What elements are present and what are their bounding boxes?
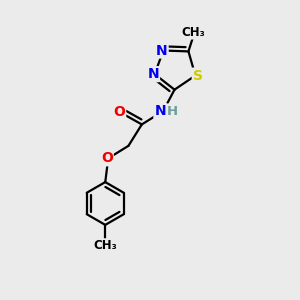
Text: N: N xyxy=(154,104,166,118)
Text: CH₃: CH₃ xyxy=(181,26,205,39)
Text: N: N xyxy=(147,67,159,81)
Text: S: S xyxy=(193,69,203,82)
Text: O: O xyxy=(113,105,125,118)
Text: O: O xyxy=(101,151,113,165)
Text: N: N xyxy=(156,44,168,58)
Text: H: H xyxy=(167,105,178,118)
Text: CH₃: CH₃ xyxy=(93,239,117,252)
